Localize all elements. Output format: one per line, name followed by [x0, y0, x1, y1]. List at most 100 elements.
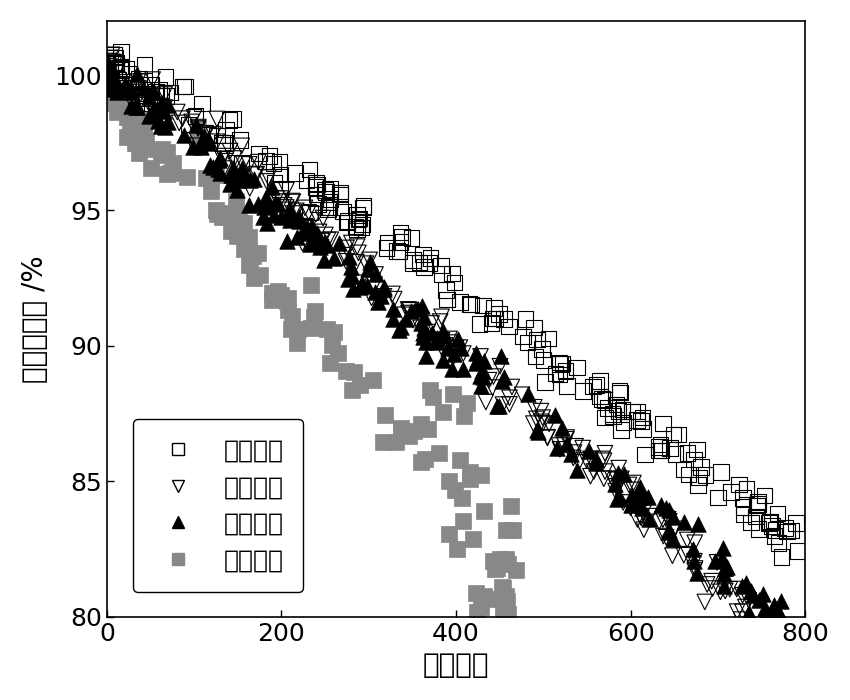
实施例二 — [187, 140, 201, 151]
实施例一 — [109, 58, 122, 69]
实施例一 — [570, 362, 584, 373]
实施例三 — [130, 68, 144, 79]
对比例一 — [446, 389, 460, 400]
实施例一 — [324, 193, 337, 204]
实施例三 — [235, 162, 248, 174]
实施例一 — [750, 511, 763, 522]
实施例二 — [440, 342, 454, 354]
实施例三 — [303, 239, 316, 250]
实施例一 — [733, 479, 746, 490]
实施例二 — [275, 196, 289, 207]
对比例一 — [124, 115, 138, 126]
对比例一 — [218, 208, 231, 219]
实施例三 — [456, 363, 469, 374]
实施例一 — [417, 262, 431, 273]
实施例一 — [137, 90, 150, 101]
实施例二 — [661, 514, 675, 525]
实施例三 — [632, 482, 646, 493]
实施例三 — [431, 332, 445, 343]
实施例二 — [298, 202, 312, 214]
实施例二 — [688, 563, 702, 574]
实施例二 — [338, 249, 352, 260]
对比例一 — [264, 288, 278, 299]
对比例一 — [102, 85, 116, 96]
对比例一 — [449, 484, 462, 496]
Legend: 实施例一, 实施例二, 实施例三, 对比例一: 实施例一, 实施例二, 实施例三, 对比例一 — [133, 419, 303, 592]
实施例二 — [321, 234, 335, 246]
实施例一 — [530, 334, 544, 345]
实施例一 — [762, 517, 776, 528]
实施例三 — [320, 239, 333, 251]
实施例三 — [715, 552, 728, 564]
实施例二 — [304, 233, 318, 244]
实施例二 — [176, 113, 190, 125]
对比例一 — [209, 204, 223, 216]
实施例一 — [319, 184, 332, 195]
实施例二 — [643, 510, 656, 522]
实施例二 — [123, 69, 137, 80]
实施例三 — [144, 106, 158, 117]
实施例二 — [171, 106, 184, 118]
实施例三 — [123, 83, 137, 94]
实施例一 — [235, 157, 248, 168]
实施例一 — [333, 202, 347, 213]
实施例一 — [631, 406, 644, 417]
实施例三 — [687, 543, 700, 554]
实施例三 — [497, 371, 511, 382]
实施例一 — [196, 98, 209, 109]
实施例三 — [720, 561, 734, 573]
实施例一 — [596, 393, 609, 405]
实施例二 — [187, 112, 201, 123]
实施例二 — [739, 601, 752, 612]
实施例一 — [453, 296, 467, 307]
实施例三 — [386, 303, 400, 314]
实施例三 — [247, 173, 261, 184]
实施例二 — [610, 474, 624, 485]
实施例三 — [654, 500, 668, 511]
实施例三 — [284, 204, 298, 215]
实施例三 — [223, 178, 236, 190]
实施例二 — [584, 470, 598, 482]
实施例二 — [723, 584, 737, 595]
实施例三 — [469, 348, 483, 359]
对比例一 — [163, 167, 177, 178]
实施例一 — [552, 357, 566, 368]
对比例一 — [243, 255, 257, 266]
实施例一 — [333, 189, 347, 200]
实施例一 — [348, 221, 362, 232]
对比例一 — [139, 136, 153, 147]
实施例三 — [282, 209, 296, 220]
实施例二 — [199, 130, 212, 141]
实施例二 — [184, 116, 198, 127]
实施例三 — [319, 237, 332, 248]
实施例三 — [394, 322, 408, 333]
实施例二 — [280, 202, 293, 213]
实施例一 — [484, 317, 498, 328]
实施例二 — [105, 49, 119, 60]
实施例二 — [146, 74, 160, 85]
实施例一 — [681, 447, 694, 458]
实施例一 — [381, 237, 394, 248]
对比例一 — [144, 162, 158, 174]
实施例二 — [365, 293, 378, 304]
实施例一 — [267, 158, 280, 169]
对比例一 — [378, 409, 392, 420]
实施例三 — [147, 105, 161, 116]
对比例一 — [467, 533, 480, 545]
实施例三 — [178, 130, 191, 141]
实施例二 — [217, 150, 230, 162]
实施例一 — [445, 268, 459, 279]
实施例一 — [155, 90, 168, 101]
实施例二 — [502, 399, 516, 410]
实施例二 — [386, 288, 400, 300]
实施例三 — [292, 216, 306, 227]
实施例三 — [626, 490, 639, 501]
实施例二 — [236, 158, 250, 169]
实施例二 — [656, 531, 670, 542]
实施例一 — [176, 81, 190, 92]
实施例一 — [617, 416, 631, 428]
实施例一 — [300, 175, 314, 186]
实施例三 — [393, 324, 406, 335]
实施例三 — [430, 336, 444, 347]
实施例二 — [340, 242, 354, 253]
